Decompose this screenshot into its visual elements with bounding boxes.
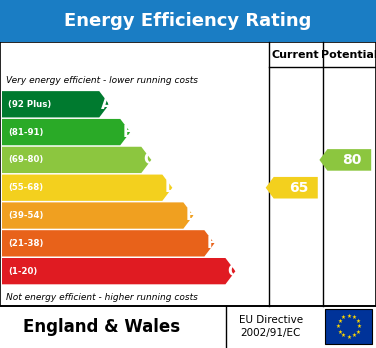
Text: ★: ★ [346, 335, 351, 340]
Text: C: C [143, 152, 155, 167]
Text: Not energy efficient - higher running costs: Not energy efficient - higher running co… [6, 293, 198, 302]
Text: ★: ★ [341, 333, 346, 338]
Text: (1-20): (1-20) [8, 267, 37, 276]
Polygon shape [2, 230, 214, 256]
Text: 80: 80 [343, 153, 362, 167]
Polygon shape [2, 203, 193, 229]
Text: (55-68): (55-68) [8, 183, 43, 192]
Text: (92 Plus): (92 Plus) [8, 100, 51, 109]
Text: Energy Efficiency Rating: Energy Efficiency Rating [64, 12, 312, 30]
Text: D: D [164, 180, 177, 195]
Text: F: F [206, 236, 217, 251]
Text: ★: ★ [352, 315, 356, 320]
Text: 2002/91/EC: 2002/91/EC [241, 328, 301, 338]
Text: ★: ★ [341, 315, 346, 320]
Polygon shape [2, 175, 172, 201]
Bar [325, 309, 372, 344]
Text: ★: ★ [355, 330, 360, 334]
Text: Current: Current [272, 50, 320, 60]
Text: ★: ★ [355, 319, 360, 324]
Text: (69-80): (69-80) [8, 156, 43, 164]
Text: G: G [227, 264, 240, 279]
Polygon shape [2, 258, 235, 284]
Text: (39-54): (39-54) [8, 211, 43, 220]
Text: ★: ★ [346, 314, 351, 319]
Text: ★: ★ [352, 333, 356, 338]
Text: Very energy efficient - lower running costs: Very energy efficient - lower running co… [6, 76, 198, 85]
Text: Potential: Potential [321, 50, 376, 60]
Text: E: E [185, 208, 196, 223]
Text: B: B [122, 125, 134, 140]
Text: ★: ★ [357, 324, 362, 329]
Polygon shape [2, 119, 130, 145]
Text: A: A [101, 97, 113, 112]
Polygon shape [320, 149, 371, 171]
Text: 65: 65 [289, 181, 308, 195]
Polygon shape [2, 147, 151, 173]
Text: ★: ★ [336, 324, 341, 329]
Text: ★: ★ [337, 330, 342, 334]
Text: ★: ★ [337, 319, 342, 324]
Polygon shape [266, 177, 318, 198]
Bar [0, 0, 376, 42]
Text: (21-38): (21-38) [8, 239, 43, 248]
Bar [0, 42, 376, 306]
Text: England & Wales: England & Wales [23, 318, 180, 336]
Polygon shape [2, 91, 109, 117]
Text: EU Directive: EU Directive [239, 315, 303, 325]
Text: (81-91): (81-91) [8, 128, 43, 137]
